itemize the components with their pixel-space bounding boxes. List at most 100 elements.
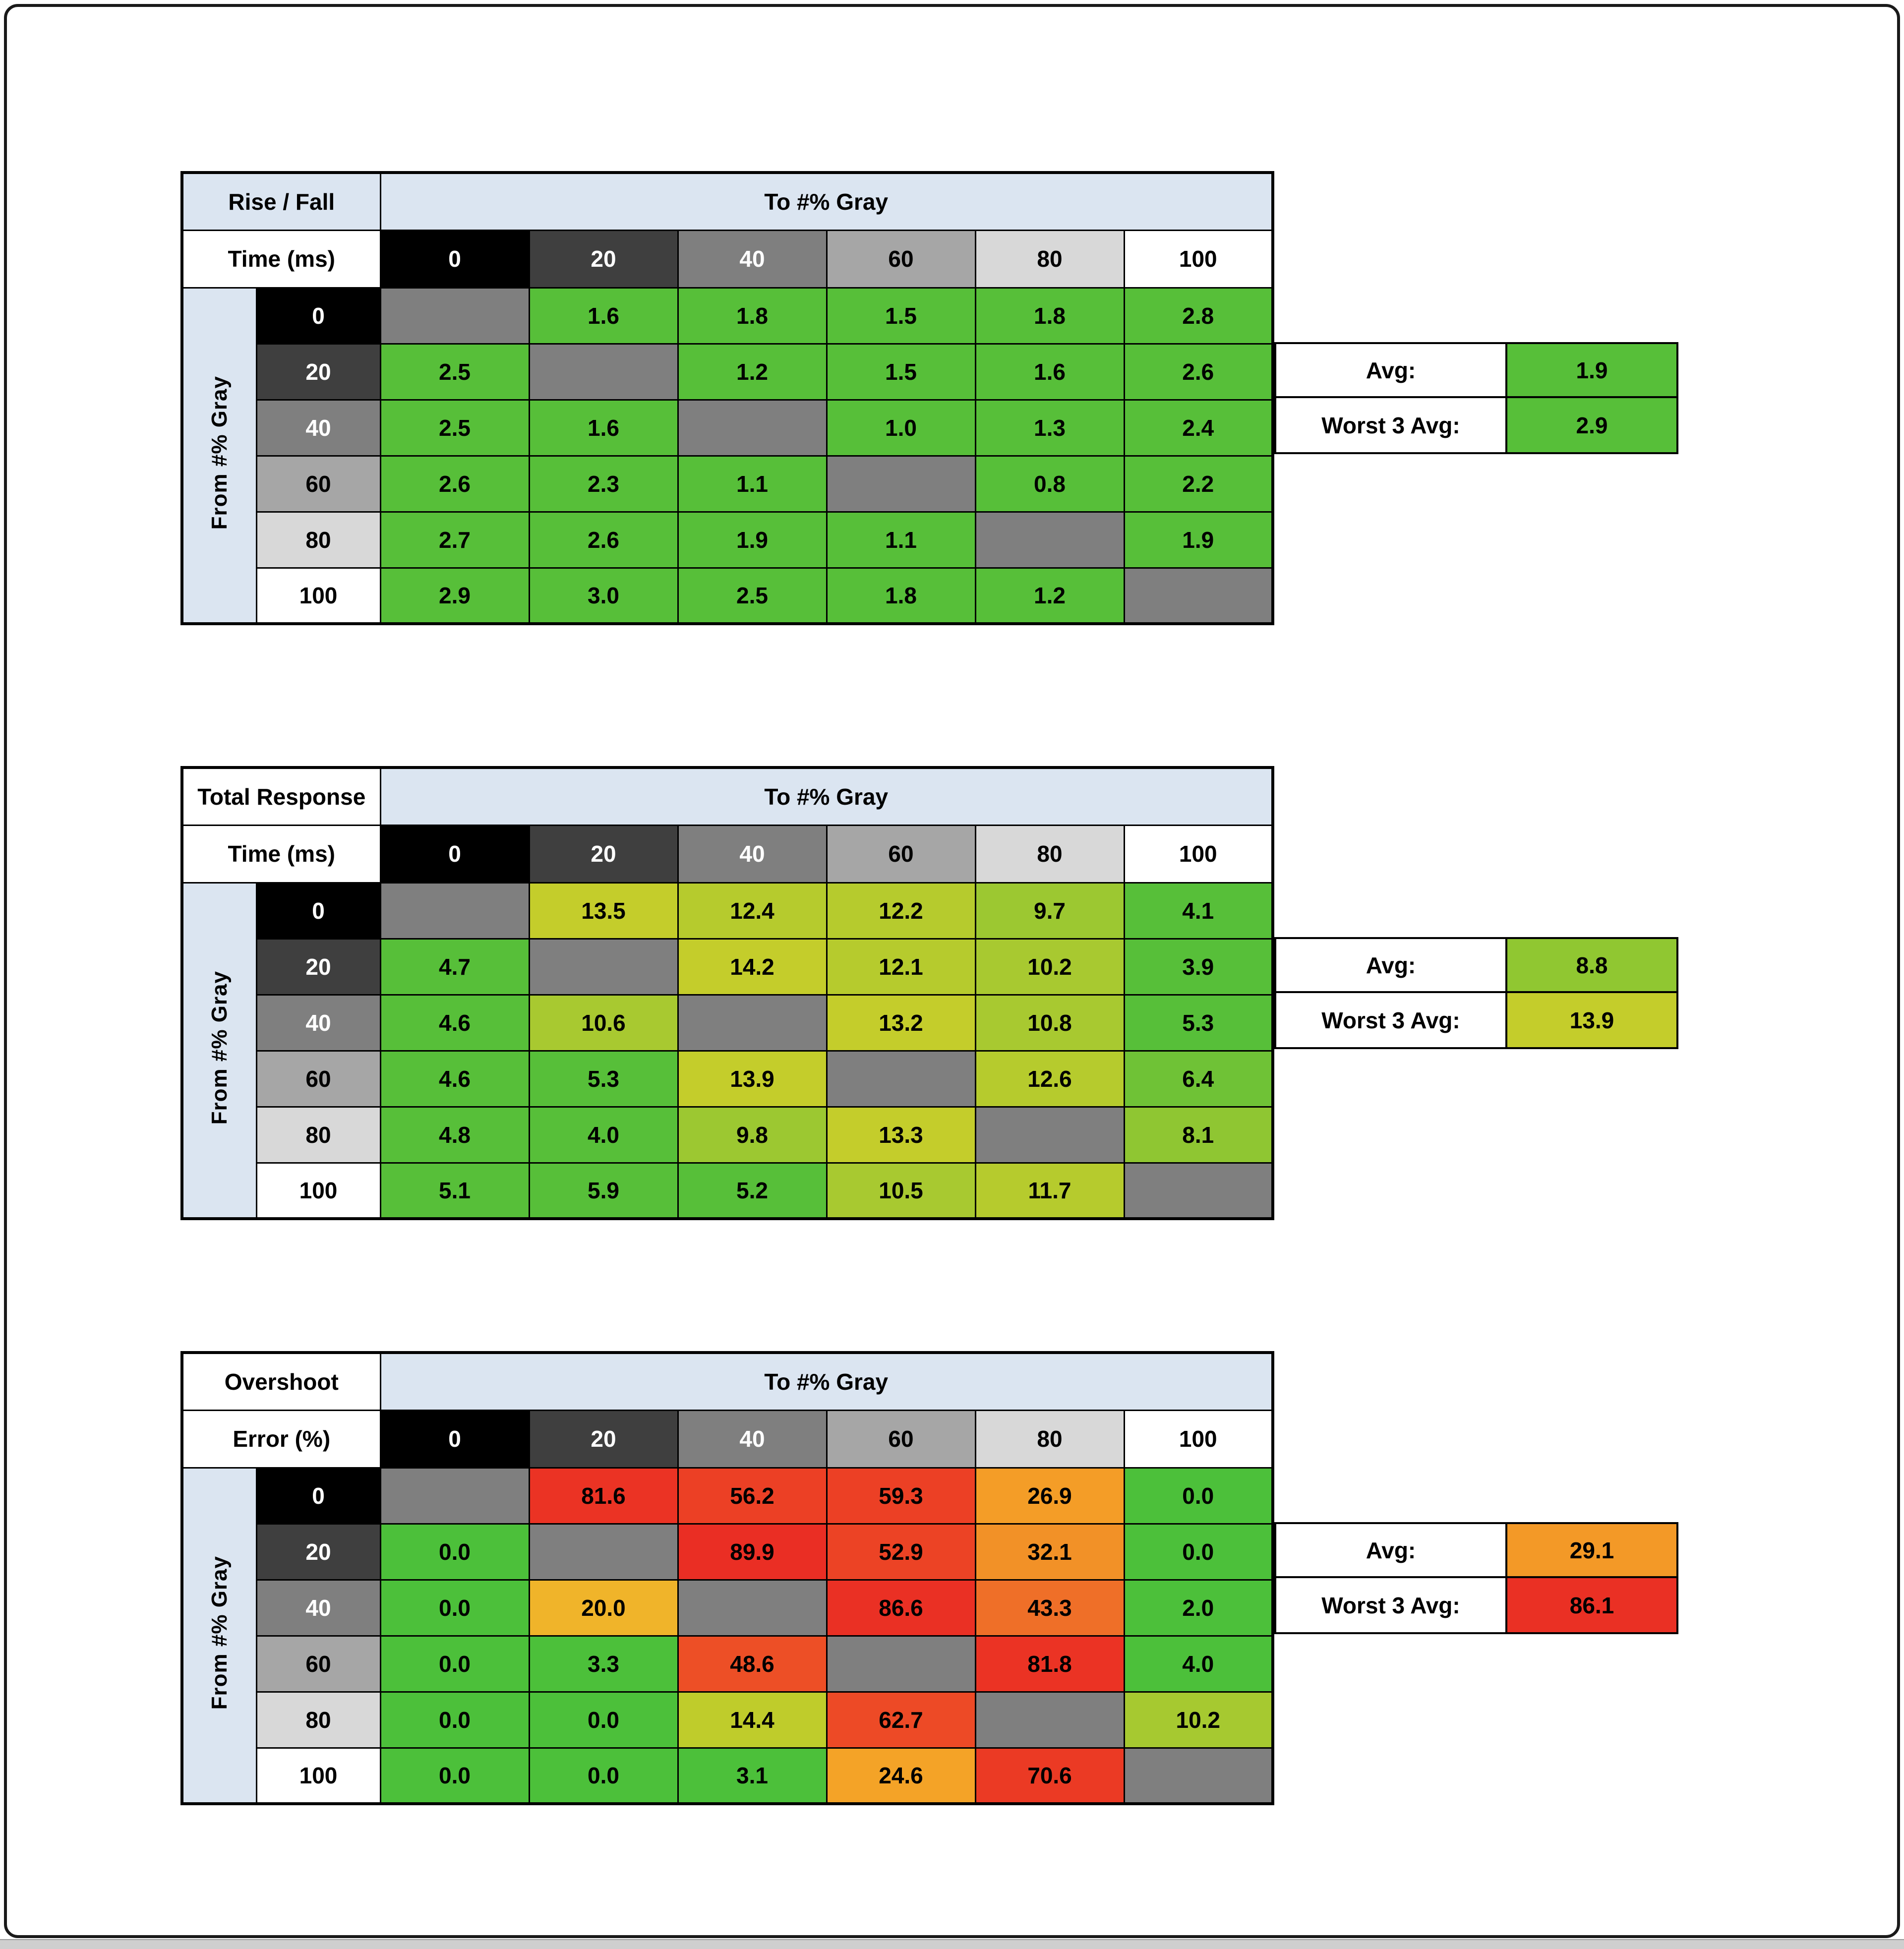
diagonal-cell (826, 1050, 976, 1108)
rise-fall-table-block: Rise / Fall To #% Gray Time (ms) 0 20 40 60 80 1… (180, 171, 1767, 625)
col-header-100: 100 (1123, 1409, 1274, 1469)
diagonal-cell (1123, 567, 1274, 625)
matrix-cell: 2.5 (677, 567, 828, 625)
matrix-cell: 59.3 (826, 1467, 976, 1525)
col-header-0: 0 (379, 824, 530, 884)
avg-label: Avg: (1274, 342, 1507, 398)
row-header-80: 80 (255, 511, 381, 569)
worst-avg-value: 86.1 (1507, 1578, 1678, 1634)
matrix-cell: 1.6 (528, 287, 679, 345)
diagonal-cell (379, 1467, 530, 1525)
matrix-cell: 10.5 (826, 1162, 976, 1220)
diagonal-cell (528, 1523, 679, 1581)
col-header-100: 100 (1123, 229, 1274, 289)
matrix-cell: 11.7 (974, 1162, 1125, 1220)
row-header-0: 0 (255, 287, 381, 345)
row-header-100: 100 (255, 1162, 381, 1220)
matrix-cell: 13.3 (826, 1106, 976, 1164)
bottom-scrollbar[interactable] (0, 1939, 1904, 1949)
rise-fall-summary-box: Avg: 1.9 Worst 3 Avg: 2.9 (1274, 342, 1678, 454)
row-header-100: 100 (255, 567, 381, 625)
to-gray-header: To #% Gray (379, 1352, 1274, 1411)
from-gray-label-text: From #% Gray (207, 1555, 232, 1710)
matrix-cell: 13.5 (528, 882, 679, 940)
matrix-cell: 2.9 (379, 567, 530, 625)
diagonal-cell (826, 1635, 976, 1693)
matrix-cell: 4.8 (379, 1106, 530, 1164)
avg-label: Avg: (1274, 937, 1507, 993)
worst-avg-row: Worst 3 Avg: 13.9 (1274, 993, 1678, 1049)
matrix-cell: 4.6 (379, 1050, 530, 1108)
row-header-80: 80 (255, 1106, 381, 1164)
matrix-cell: 1.1 (677, 455, 828, 513)
overshoot-matrix: Overshoot To #% Gray Error (%) 0 20 40 60 80 100… (180, 1351, 1274, 1805)
from-gray-label: From #% Gray (181, 287, 257, 625)
matrix-cell: 70.6 (974, 1747, 1125, 1805)
col-header-0: 0 (379, 1409, 530, 1469)
avg-value: 1.9 (1507, 342, 1678, 398)
matrix-cell: 2.3 (528, 455, 679, 513)
from-gray-label: From #% Gray (181, 1467, 257, 1805)
matrix-cell: 1.2 (677, 343, 828, 401)
matrix-cell: 9.7 (974, 882, 1125, 940)
matrix-cell: 1.6 (528, 399, 679, 457)
diagonal-cell (974, 1106, 1125, 1164)
from-gray-label: From #% Gray (181, 882, 257, 1220)
worst-avg-row: Worst 3 Avg: 2.9 (1274, 398, 1678, 454)
matrix-cell: 3.0 (528, 567, 679, 625)
matrix-cell: 1.5 (826, 343, 976, 401)
diagonal-cell (677, 399, 828, 457)
matrix-cell: 2.5 (379, 399, 530, 457)
col-header-60: 60 (826, 1409, 976, 1469)
worst-avg-label: Worst 3 Avg: (1274, 1578, 1507, 1634)
diagonal-cell (826, 455, 976, 513)
avg-value: 29.1 (1507, 1522, 1678, 1578)
matrix-cell: 2.5 (379, 343, 530, 401)
matrix-cell: 43.3 (974, 1579, 1125, 1637)
table-title-line1: Total Response (181, 767, 381, 826)
total-response-matrix: Total Response To #% Gray Time (ms) 0 20 40 60… (180, 766, 1274, 1220)
matrix-cell: 13.9 (677, 1050, 828, 1108)
matrix-cell: 20.0 (528, 1579, 679, 1637)
matrix-cell: 4.0 (528, 1106, 679, 1164)
col-header-60: 60 (826, 824, 976, 884)
matrix-cell: 1.2 (974, 567, 1125, 625)
matrix-cell: 2.7 (379, 511, 530, 569)
to-gray-header: To #% Gray (379, 172, 1274, 231)
diagonal-cell (677, 1579, 828, 1637)
matrix-cell: 89.9 (677, 1523, 828, 1581)
diagonal-cell (528, 343, 679, 401)
diagonal-cell (1123, 1747, 1274, 1805)
table-title-line2: Time (ms) (181, 824, 381, 884)
avg-label: Avg: (1274, 1522, 1507, 1578)
row-header-20: 20 (255, 343, 381, 401)
matrix-cell: 0.0 (528, 1747, 679, 1805)
col-header-40: 40 (677, 229, 828, 289)
diagonal-cell (974, 511, 1125, 569)
col-header-80: 80 (974, 1409, 1125, 1469)
matrix-cell: 10.2 (1123, 1691, 1274, 1749)
matrix-cell: 24.6 (826, 1747, 976, 1805)
matrix-cell: 0.0 (379, 1691, 530, 1749)
matrix-cell: 9.8 (677, 1106, 828, 1164)
from-gray-label-text: From #% Gray (207, 970, 232, 1124)
row-header-100: 100 (255, 1747, 381, 1805)
matrix-cell: 13.2 (826, 994, 976, 1052)
matrix-cell: 5.9 (528, 1162, 679, 1220)
row-header-60: 60 (255, 455, 381, 513)
matrix-cell: 3.3 (528, 1635, 679, 1693)
matrix-cell: 3.9 (1123, 938, 1274, 996)
worst-avg-value: 2.9 (1507, 398, 1678, 454)
matrix-cell: 0.0 (379, 1747, 530, 1805)
matrix-cell: 12.1 (826, 938, 976, 996)
rise-fall-matrix: Rise / Fall To #% Gray Time (ms) 0 20 40 60 80 1… (180, 171, 1274, 625)
matrix-cell: 32.1 (974, 1523, 1125, 1581)
matrix-cell: 2.8 (1123, 287, 1274, 345)
avg-value: 8.8 (1507, 937, 1678, 993)
diagonal-cell (974, 1691, 1125, 1749)
diagonal-cell (379, 882, 530, 940)
matrix-cell: 14.4 (677, 1691, 828, 1749)
matrix-cell: 2.6 (379, 455, 530, 513)
matrix-cell: 10.2 (974, 938, 1125, 996)
row-header-40: 40 (255, 1579, 381, 1637)
